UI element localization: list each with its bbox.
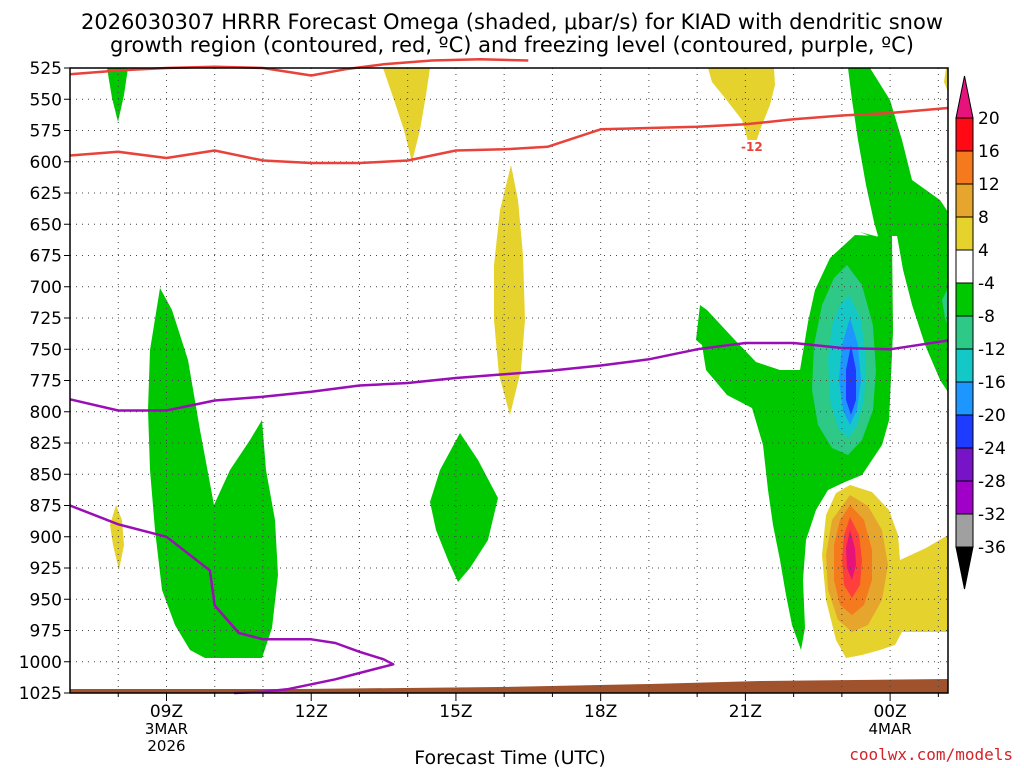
colorbar-band <box>955 216 974 251</box>
colorbar-band <box>955 414 974 449</box>
y-tick-label: 525 <box>30 59 62 79</box>
y-tick-label: 800 <box>30 403 62 423</box>
contour-label-neg12: -12 <box>741 140 763 154</box>
colorbar-band <box>955 348 974 383</box>
contour-series-2 <box>69 106 949 165</box>
colorbar-label: -32 <box>978 505 1006 525</box>
colorbar-label: -8 <box>978 307 995 327</box>
y-tick-label: 650 <box>30 215 62 235</box>
colorbar-bottom-arrow <box>955 546 974 590</box>
omega-region-pos4-e <box>944 68 948 92</box>
colorbar-label: 4 <box>978 241 989 261</box>
colorbar-band <box>955 381 974 416</box>
colorbar-band <box>955 183 974 218</box>
colorbar-label: -20 <box>978 406 1006 426</box>
contour-series-3 <box>69 339 949 412</box>
y-tick-label: 925 <box>30 559 62 579</box>
x-tick-label: 15Z <box>439 702 472 722</box>
x-tick-year: 2026 <box>147 737 185 755</box>
colorbar-label: -28 <box>978 472 1006 492</box>
colorbar-band <box>955 480 974 515</box>
x-tick-label: 09Z <box>150 702 183 722</box>
colorbar-band <box>955 513 974 548</box>
y-tick-label: 625 <box>30 184 62 204</box>
x-tick-label: 18Z <box>584 702 617 722</box>
contour-series-4 <box>69 504 395 695</box>
colorbar-label: -24 <box>978 439 1006 459</box>
omega-region-neg8-e <box>897 236 948 392</box>
colorbar-label: -12 <box>978 340 1006 360</box>
omega-region-white-gap <box>878 236 948 400</box>
colorbar-label: -36 <box>978 538 1006 558</box>
y-tick-label: 825 <box>30 434 62 454</box>
omega-region-pos20 <box>846 530 856 580</box>
x-tick-label: 12Z <box>295 702 328 722</box>
vertical-gridlines <box>117 68 939 693</box>
colorbar: 20 16 12 8 4 -4 -8 -12 -16 -20 -24 -28 -32 -36 <box>955 75 1006 590</box>
omega-region-pos4-b <box>383 68 430 162</box>
y-tick-label: 775 <box>30 372 62 392</box>
omega-region-neg8-c <box>430 433 498 582</box>
colorbar-label: 16 <box>978 142 1000 162</box>
y-tick-label: 725 <box>30 309 62 329</box>
x-tick-label: 21Z <box>729 702 762 722</box>
plot-area: -12 <box>69 58 949 695</box>
colorbar-band <box>955 447 974 482</box>
y-tick-label: 700 <box>30 278 62 298</box>
colorbar-band <box>955 117 974 152</box>
colorbar-label: 8 <box>978 208 989 228</box>
omega-region-pos4-c <box>494 165 525 415</box>
y-tick-label: 850 <box>30 465 62 485</box>
y-tick-label: 900 <box>30 528 62 548</box>
contour-label-bg <box>738 140 768 154</box>
omega-region-edge-cyan <box>942 288 948 325</box>
y-tick-label: 1000 <box>19 653 62 673</box>
colorbar-label: -16 <box>978 373 1006 393</box>
y-tick-label: 675 <box>30 247 62 267</box>
omega-shading <box>107 68 948 658</box>
y-tick-label: 975 <box>30 622 62 642</box>
contour-series-1 <box>69 58 529 77</box>
y-tick-label: 950 <box>30 590 62 610</box>
chart-title-line1: 2026030307 HRRR Forecast Omega (shaded, … <box>81 10 943 34</box>
omega-region-neg8-a <box>107 68 128 122</box>
colorbar-label: -4 <box>978 274 995 294</box>
y-tick-label: 575 <box>30 122 62 142</box>
colorbar-band <box>955 282 974 317</box>
horizontal-gridlines <box>70 98 948 663</box>
colorbar-top-arrow <box>955 75 974 119</box>
colorbar-band <box>955 249 974 284</box>
y-tick-label: 600 <box>30 153 62 173</box>
colorbar-label: 20 <box>978 109 1000 129</box>
y-tick-label: 750 <box>30 340 62 360</box>
chart-title-line2: growth region (contoured, red, ºC) and f… <box>110 33 914 57</box>
y-tick-label: 550 <box>30 90 62 110</box>
colorbar-band <box>955 315 974 350</box>
y-tick-label: 875 <box>30 497 62 517</box>
contour-lines <box>69 58 949 695</box>
site-credit: coolwx.com/models <box>849 745 1013 764</box>
x-axis-label: Forecast Time (UTC) <box>414 747 605 768</box>
y-tick-label: 1025 <box>19 684 62 704</box>
y-axis: 525 550 575 600 625 650 675 700 725 750 775 800 825 8… <box>19 59 70 704</box>
x-tick-date: 3MAR <box>145 720 188 738</box>
omega-region-pos4-d <box>708 68 775 155</box>
omega-region-green-fix <box>855 236 893 445</box>
x-tick-label: 00Z <box>873 702 906 722</box>
x-tick-date: 4MAR <box>869 720 912 738</box>
colorbar-band <box>955 150 974 185</box>
omega-region-neg8-b <box>148 288 278 658</box>
colorbar-label: 12 <box>978 175 1000 195</box>
